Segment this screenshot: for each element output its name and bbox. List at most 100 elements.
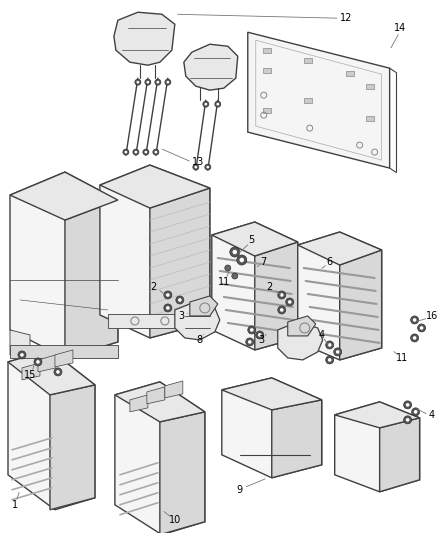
Circle shape	[417, 324, 426, 332]
Circle shape	[155, 79, 161, 85]
Circle shape	[278, 306, 286, 314]
Polygon shape	[100, 165, 210, 208]
Circle shape	[406, 418, 410, 422]
Circle shape	[36, 360, 40, 364]
Circle shape	[258, 333, 261, 337]
Polygon shape	[212, 222, 298, 256]
Circle shape	[147, 81, 149, 84]
Circle shape	[404, 401, 412, 409]
Circle shape	[288, 300, 292, 304]
Text: 4: 4	[318, 330, 325, 340]
Polygon shape	[8, 350, 95, 510]
Circle shape	[166, 293, 170, 297]
Polygon shape	[256, 40, 381, 160]
Circle shape	[328, 343, 332, 347]
Circle shape	[206, 166, 209, 168]
Text: 12: 12	[339, 13, 352, 23]
Text: 11: 11	[218, 277, 230, 287]
Circle shape	[203, 101, 209, 107]
Circle shape	[137, 81, 139, 84]
Circle shape	[34, 358, 42, 366]
Polygon shape	[278, 322, 323, 360]
Circle shape	[334, 348, 342, 356]
Circle shape	[205, 103, 207, 106]
Polygon shape	[272, 400, 321, 478]
Bar	[263, 108, 271, 113]
Circle shape	[164, 304, 172, 312]
Polygon shape	[10, 172, 118, 358]
Polygon shape	[212, 222, 298, 350]
Polygon shape	[10, 330, 30, 358]
Circle shape	[54, 368, 62, 376]
Circle shape	[256, 331, 264, 339]
Text: 3: 3	[179, 311, 185, 321]
Polygon shape	[10, 345, 118, 358]
Text: 11: 11	[396, 353, 408, 363]
Circle shape	[143, 149, 149, 155]
Polygon shape	[55, 350, 73, 367]
Polygon shape	[335, 402, 420, 428]
Circle shape	[156, 81, 159, 84]
Bar	[366, 84, 374, 89]
Polygon shape	[115, 382, 205, 422]
Circle shape	[280, 308, 283, 312]
Circle shape	[237, 255, 247, 265]
Polygon shape	[222, 378, 321, 410]
Polygon shape	[255, 242, 298, 350]
Polygon shape	[335, 402, 420, 492]
Circle shape	[326, 341, 334, 349]
Circle shape	[233, 250, 237, 254]
Circle shape	[216, 103, 219, 106]
Circle shape	[205, 164, 211, 170]
Bar	[263, 48, 271, 53]
Circle shape	[166, 306, 170, 310]
Text: 9: 9	[237, 485, 243, 495]
Text: 2: 2	[267, 282, 273, 292]
Circle shape	[18, 351, 26, 359]
Polygon shape	[288, 316, 316, 336]
Circle shape	[124, 151, 127, 154]
Text: 4: 4	[428, 410, 434, 420]
Circle shape	[280, 293, 283, 297]
Text: 6: 6	[327, 257, 333, 267]
Circle shape	[215, 101, 221, 107]
Text: 5: 5	[249, 235, 255, 245]
Circle shape	[133, 149, 139, 155]
Polygon shape	[38, 355, 56, 372]
Text: 10: 10	[169, 515, 181, 525]
Polygon shape	[100, 165, 210, 338]
Polygon shape	[222, 378, 321, 478]
Circle shape	[225, 265, 231, 271]
Bar	[304, 58, 312, 63]
Circle shape	[230, 247, 240, 257]
Polygon shape	[165, 381, 183, 398]
Circle shape	[194, 166, 197, 168]
Circle shape	[286, 298, 294, 306]
Circle shape	[165, 79, 171, 85]
Circle shape	[123, 149, 129, 155]
Circle shape	[278, 291, 286, 299]
Circle shape	[155, 151, 157, 154]
Polygon shape	[115, 382, 205, 533]
Circle shape	[145, 79, 151, 85]
Circle shape	[250, 328, 254, 332]
Text: 16: 16	[425, 311, 438, 321]
Circle shape	[336, 350, 339, 354]
Circle shape	[406, 403, 410, 407]
Circle shape	[153, 149, 159, 155]
Text: 14: 14	[393, 23, 406, 33]
Circle shape	[20, 353, 24, 357]
Polygon shape	[184, 44, 238, 90]
Circle shape	[240, 258, 244, 262]
Circle shape	[326, 356, 334, 364]
Polygon shape	[340, 250, 381, 360]
Circle shape	[232, 273, 238, 279]
Polygon shape	[298, 232, 381, 265]
Circle shape	[404, 416, 412, 424]
Text: 8: 8	[197, 335, 203, 345]
Bar	[366, 116, 374, 121]
Circle shape	[193, 164, 199, 170]
Polygon shape	[248, 32, 390, 168]
Polygon shape	[298, 232, 381, 360]
Polygon shape	[65, 200, 118, 358]
